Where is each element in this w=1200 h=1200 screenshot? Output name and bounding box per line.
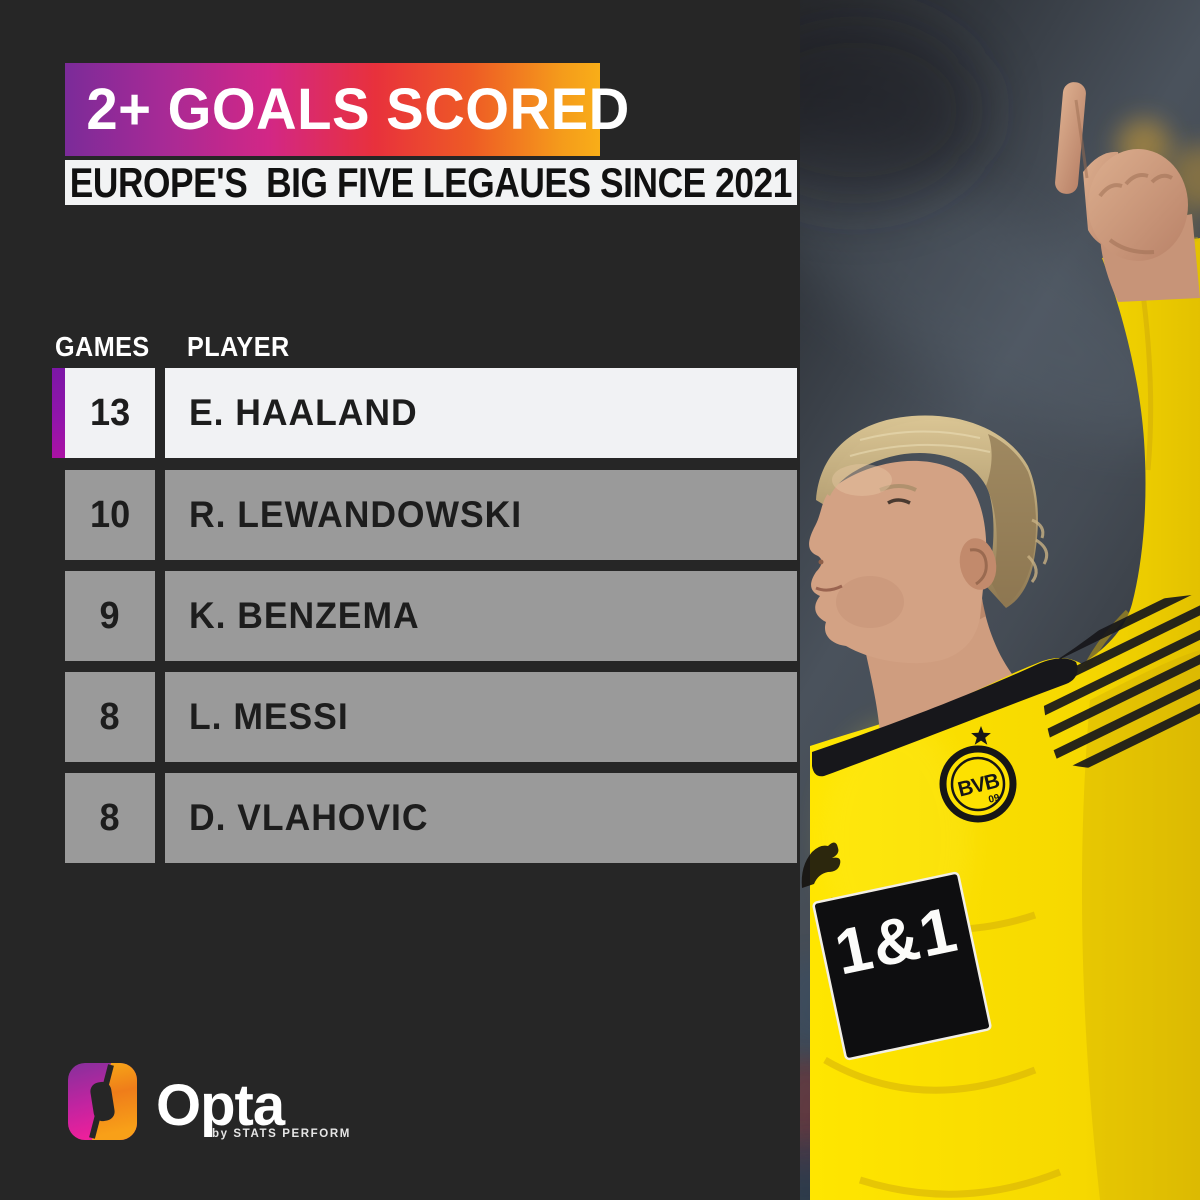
badge-number: 09 [987, 792, 1001, 805]
games-value: 8 [99, 796, 121, 839]
games-value: 10 [89, 493, 131, 536]
player-name: R. LEWANDOWSKI [189, 494, 523, 535]
bvb-badge-icon: BVB 09 [939, 745, 1017, 823]
hair-wisps [1026, 518, 1049, 583]
column-header-games: GAMES [55, 331, 150, 362]
face [809, 460, 987, 664]
table-row: 8 D. VLAHOVIC [52, 773, 797, 863]
table-row: 13 E. HAALAND [52, 368, 797, 458]
hair-front [824, 420, 1037, 606]
games-value: 8 [99, 695, 121, 738]
games-cell: 8 [65, 672, 155, 762]
title-banner: 2+ GOALS SCORED [65, 63, 629, 156]
badge-star-icon [971, 726, 991, 745]
table-row: 8 L. MESSI [52, 672, 797, 762]
hair-strands [849, 430, 991, 457]
player-cell: R. LEWANDOWSKI [165, 470, 797, 560]
games-value: 9 [99, 594, 121, 637]
games-cell: 8 [65, 773, 155, 863]
ear [959, 538, 997, 590]
mouth [815, 584, 843, 592]
player-cell: D. VLAHOVIC [165, 773, 797, 863]
opta-wordmark: Opta [156, 1073, 285, 1138]
player-cell: E. HAALAND [165, 368, 797, 458]
sponsor-patch: 1&1 [812, 871, 992, 1061]
player-name: D. VLAHOVIC [189, 797, 429, 838]
player-name: L. MESSI [189, 696, 349, 737]
pointing-hand [1055, 82, 1188, 261]
haaland-head [809, 415, 1049, 664]
knuckle-lines [1074, 99, 1174, 255]
player-cell: K. BENZEMA [165, 571, 797, 661]
page-subtitle: EUROPE'S BIG FIVE LEGAUES SINCE 2021 [69, 158, 793, 206]
opta-logo-icon [68, 1063, 137, 1140]
puma-logo-icon [801, 842, 841, 888]
shirt-collar [812, 658, 1078, 777]
games-value: 13 [89, 391, 131, 434]
eye [887, 498, 911, 505]
table-row: 10 R. LEWANDOWSKI [52, 470, 797, 560]
highlight-accent-bar [52, 368, 65, 458]
stats-perform-label: by STATS PERFORM [212, 1128, 351, 1140]
player-name: E. HAALAND [189, 392, 418, 433]
player-name: K. BENZEMA [189, 595, 420, 636]
raised-arm [1055, 82, 1200, 302]
eyebrow [879, 484, 917, 492]
games-cell: 13 [65, 368, 155, 458]
games-cell: 9 [65, 571, 155, 661]
player-cell: L. MESSI [165, 672, 797, 762]
page-title: 2+ GOALS SCORED [86, 77, 630, 142]
player-photo: BVB 09 1&1 [800, 0, 1200, 1200]
subtitle-banner: EUROPE'S BIG FIVE LEGAUES SINCE 2021 [65, 158, 797, 206]
table-row: 9 K. BENZEMA [52, 571, 797, 661]
games-cell: 10 [65, 470, 155, 560]
column-header-player: PLAYER [187, 331, 290, 362]
